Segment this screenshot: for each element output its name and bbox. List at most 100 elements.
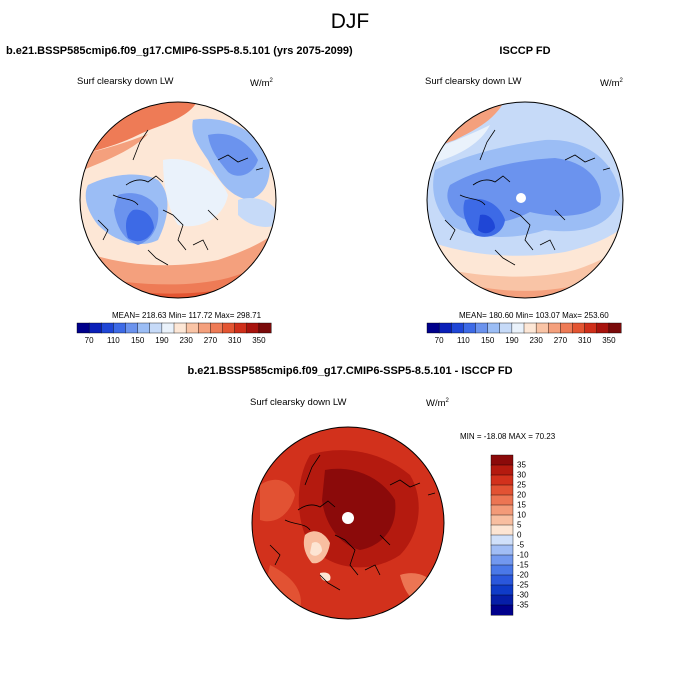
colorbar-tick-label: 35: [517, 460, 526, 470]
colorbar-swatch: [535, 322, 549, 334]
panel2-title: ISCCP FD: [499, 45, 551, 57]
colorbar-swatch: [101, 322, 114, 334]
colorbar-tick-label: 230: [529, 336, 543, 345]
panel2-map: [426, 101, 624, 299]
panel2-field-blue-deep: [478, 214, 495, 234]
colorbar-tick-label: -35: [517, 600, 529, 610]
panel2-pole-hole: [516, 193, 526, 203]
panel3-field-light-bottom: [320, 572, 331, 582]
colorbar-tick-label: 15: [517, 500, 526, 510]
panel2-units-label: W/m2: [600, 78, 623, 90]
colorbar-swatch: [113, 322, 127, 334]
colorbar-tick-label: 310: [227, 336, 242, 345]
colorbar-swatch: [608, 322, 622, 334]
colorbar-swatch: [222, 322, 236, 334]
colorbar-swatch: [246, 322, 260, 334]
colorbar-tick-label: 70: [434, 336, 444, 345]
colorbar-swatch: [451, 322, 464, 334]
colorbar-swatch: [490, 524, 514, 536]
panel1-field-blue-right2: [208, 133, 258, 176]
colorbar-swatch: [185, 322, 199, 334]
colorbar-swatch: [548, 322, 561, 334]
colorbar-swatch: [490, 484, 514, 496]
colorbar-tick-label: 20: [517, 490, 526, 500]
panel2-colorbar: [426, 322, 622, 334]
colorbar-tick-label: -30: [517, 590, 529, 600]
colorbar-swatch: [426, 322, 440, 334]
panel1-stats: MEAN= 218.63 Min= 117.72 Max= 298.71: [112, 311, 262, 320]
colorbar-swatch: [490, 564, 514, 576]
colorbar-swatch: [125, 322, 139, 334]
panel3-colorbar: [490, 454, 514, 616]
colorbar-tick-label: 30: [517, 470, 526, 480]
colorbar-swatch: [490, 584, 514, 596]
colorbar-swatch: [258, 322, 272, 334]
colorbar-tick-label: -5: [517, 540, 525, 550]
colorbar-tick-label: 25: [517, 480, 526, 490]
colorbar-swatch: [523, 322, 537, 334]
panel1-field-warm-top2: [80, 134, 148, 172]
colorbar-tick-label: -10: [517, 550, 529, 560]
colorbar-swatch: [475, 322, 489, 334]
panel1-map: [79, 101, 277, 299]
panel2-coastlines: [444, 129, 611, 266]
panel3-title: b.e21.BSSP585cmip6.f09_g17.CMIP6-SSP5-8.…: [187, 365, 513, 377]
colorbar-tick-label: 150: [130, 336, 145, 345]
colorbar-swatch: [490, 474, 514, 486]
colorbar-swatch: [490, 504, 514, 516]
colorbar-swatch: [161, 322, 175, 334]
colorbar-tick-label: 110: [456, 336, 470, 345]
colorbar-swatch: [490, 574, 514, 586]
colorbar-swatch: [438, 322, 452, 334]
colorbar-tick-label: 270: [553, 336, 568, 345]
panel3-stats: MIN = -18.08 MAX = 70.23: [460, 432, 556, 441]
colorbar-tick-label: 70: [84, 336, 94, 345]
colorbar-tick-label: 190: [505, 336, 519, 345]
colorbar-swatch: [584, 322, 598, 334]
colorbar-swatch: [76, 322, 90, 334]
panel1-colorbar: [76, 322, 272, 334]
colorbar-tick-label: 110: [106, 336, 120, 345]
panel3-field-deep-core: [322, 468, 396, 550]
colorbar-tick-label: 350: [602, 336, 616, 345]
colorbar-swatch: [511, 322, 525, 334]
colorbar-swatch: [490, 534, 514, 546]
colorbar-tick-label: 5: [517, 520, 522, 530]
colorbar-swatch: [490, 454, 514, 466]
colorbar-swatch: [173, 322, 187, 334]
colorbar-tick-label: -20: [517, 570, 529, 580]
panel3-field-pale-core: [310, 542, 322, 556]
colorbar-swatch: [490, 514, 514, 526]
colorbar-tick-label: 310: [577, 336, 592, 345]
colorbar-swatch: [490, 544, 514, 556]
colorbar-tick-label: 350: [252, 336, 266, 345]
panel1-title: b.e21.BSSP585cmip6.f09_g17.CMIP6-SSP5-8.…: [6, 45, 353, 57]
figure-title: DJF: [330, 10, 370, 33]
panel1-field-pale-blue-right: [238, 198, 276, 227]
colorbar-swatch: [572, 322, 586, 334]
panel3-map: [251, 426, 445, 620]
panel2-variable-label: Surf clearsky down LW: [425, 76, 522, 87]
panel1-variable-label: Surf clearsky down LW: [77, 76, 174, 87]
panel3-field-moderate-left: [260, 479, 295, 522]
colorbar-swatch: [499, 322, 513, 334]
panel1-field-blue-core: [125, 209, 154, 242]
colorbar-tick-label: 10: [517, 510, 526, 520]
colorbar-swatch: [137, 322, 151, 334]
colorbar-swatch: [490, 464, 514, 476]
colorbar-swatch: [198, 322, 211, 334]
colorbar-tick-label: 270: [203, 336, 218, 345]
panel3-units-label: W/m2: [426, 398, 449, 410]
panel3-coastlines: [269, 454, 436, 591]
colorbar-swatch: [490, 594, 514, 606]
panel1-units-label: W/m2: [250, 78, 273, 90]
colorbar-tick-label: 230: [179, 336, 193, 345]
colorbar-swatch: [490, 604, 514, 616]
colorbar-tick-label: -25: [517, 580, 529, 590]
panel1-field-pale-mid: [163, 159, 228, 227]
colorbar-swatch: [234, 322, 248, 334]
panel2-stats: MEAN= 180.60 Min= 103.07 Max= 253.60: [459, 311, 609, 320]
panel1-coastlines: [97, 129, 264, 266]
colorbar-swatch: [487, 322, 501, 334]
colorbar-swatch: [210, 322, 224, 334]
